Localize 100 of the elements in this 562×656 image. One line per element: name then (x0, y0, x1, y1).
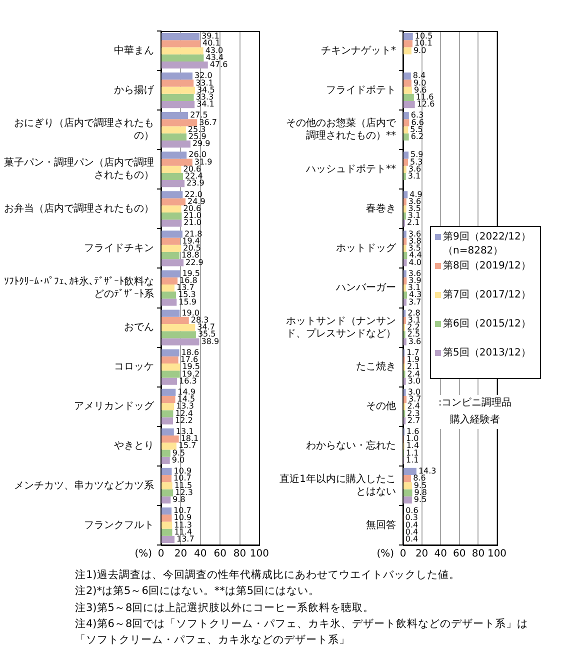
bar (162, 388, 176, 396)
bar (162, 244, 182, 252)
y-tick-label: ホットドッグ (336, 243, 397, 254)
data-label: 3.6 (408, 229, 422, 238)
data-label: 8.6 (413, 474, 426, 483)
bar (404, 191, 408, 198)
legend-label: 第6回（2015/12） (443, 318, 531, 330)
bar (162, 536, 174, 544)
y-tick-label: メンチカツ、串カツなどカツ系 (14, 479, 154, 492)
bar (162, 396, 176, 404)
y-tick-label: 中華まん (114, 44, 154, 56)
y-tick-label: やきとり (114, 440, 154, 452)
data-label: 2.4 (407, 402, 420, 411)
y-tick-label: アメリカンドッグ (74, 401, 155, 412)
bar (162, 349, 180, 356)
data-label: 9.0 (172, 455, 185, 464)
bar (404, 86, 412, 94)
y-tick-label: から揚げ (114, 84, 155, 96)
legend-label: 第8回（2019/12） (443, 260, 531, 272)
data-label: 3.1 (408, 316, 421, 324)
data-label: 16.3 (179, 376, 197, 386)
bar (162, 442, 176, 450)
bar (162, 270, 180, 278)
bar (162, 133, 186, 141)
data-label: 3.1 (408, 172, 421, 181)
data-label: 3.9 (408, 276, 422, 285)
data-label: 19.5 (182, 362, 200, 372)
bar (162, 316, 189, 324)
bar (162, 324, 196, 332)
data-label: 40.1 (202, 38, 220, 48)
bar (162, 496, 171, 504)
bar (162, 489, 174, 496)
data-label: 32.0 (194, 71, 212, 80)
data-label: 20.6 (183, 204, 202, 213)
data-label: 4.4 (409, 250, 422, 260)
y-tick-label: おでん (124, 322, 154, 334)
y-tick-label: フライドポテト (326, 84, 396, 96)
x-tick-label: 20 (174, 548, 188, 560)
data-label: 31.9 (194, 157, 212, 166)
bar (162, 166, 182, 173)
data-label: 9.8 (414, 488, 427, 497)
data-label: 20.5 (183, 244, 201, 253)
data-label: 29.9 (192, 139, 210, 148)
bar (162, 252, 180, 260)
data-label: 3.7 (408, 394, 422, 404)
data-label: 5.9 (410, 150, 424, 160)
bar (162, 403, 174, 410)
data-label: 9.5 (172, 448, 186, 458)
bar (404, 244, 406, 252)
y-tick-label: コロッケ (114, 362, 154, 373)
bar (162, 230, 182, 238)
bar (404, 152, 409, 159)
x-axis-title: (%) (376, 548, 394, 560)
data-label: 11.6 (416, 92, 434, 102)
data-label: 36.7 (199, 118, 217, 127)
data-label: 0.4 (405, 520, 418, 530)
data-label: 19.4 (182, 236, 200, 246)
data-label: 5.5 (410, 124, 423, 134)
data-label: 13.1 (176, 427, 194, 436)
data-label: 12.2 (175, 416, 193, 425)
data-label: 21.0 (184, 218, 202, 228)
data-label: 2.4 (407, 369, 420, 378)
data-label: 9.5 (414, 495, 427, 504)
x-tick-label: 80 (233, 548, 246, 560)
bar (162, 514, 172, 522)
data-label: 4.3 (409, 290, 422, 300)
data-label: 1.6 (406, 427, 420, 436)
legend-label: 第5回（2013/12） (443, 346, 531, 359)
data-label: 10.5 (414, 32, 433, 41)
x-axis-title: (%) (134, 548, 152, 560)
data-label: 19.2 (182, 369, 200, 378)
data-label: 3.6 (408, 164, 422, 174)
data-label: 22.9 (186, 258, 204, 267)
bar (162, 428, 174, 436)
bar (162, 80, 194, 87)
data-label: 10.7 (174, 506, 192, 516)
data-label: 19.5 (182, 268, 200, 278)
data-label: 9.5 (414, 480, 427, 490)
bar (162, 119, 198, 126)
x-tick-label: 80 (472, 548, 485, 560)
bar (162, 450, 170, 457)
bar (162, 54, 204, 62)
data-label: 3.1 (408, 283, 421, 292)
data-label: 18.6 (181, 348, 200, 357)
bar (162, 338, 200, 346)
data-label: 18.1 (180, 434, 199, 444)
y-tick-label: その他のお惣菜（店内で調理されたもの）** (286, 117, 397, 142)
data-label: 25.9 (188, 132, 206, 142)
data-label: 14.3 (418, 466, 436, 476)
bar (404, 47, 412, 54)
bar (162, 32, 200, 40)
bar (404, 496, 412, 504)
x-tick-label: 0 (400, 548, 406, 560)
y-tick-label: 直近1年以内に購入したことはない (280, 473, 396, 498)
bar (404, 259, 407, 266)
data-label: 24.9 (188, 196, 206, 206)
data-label: 3.0 (408, 387, 421, 396)
bar (162, 61, 208, 69)
data-label: 38.9 (201, 336, 220, 346)
data-label: 3.5 (408, 204, 422, 213)
